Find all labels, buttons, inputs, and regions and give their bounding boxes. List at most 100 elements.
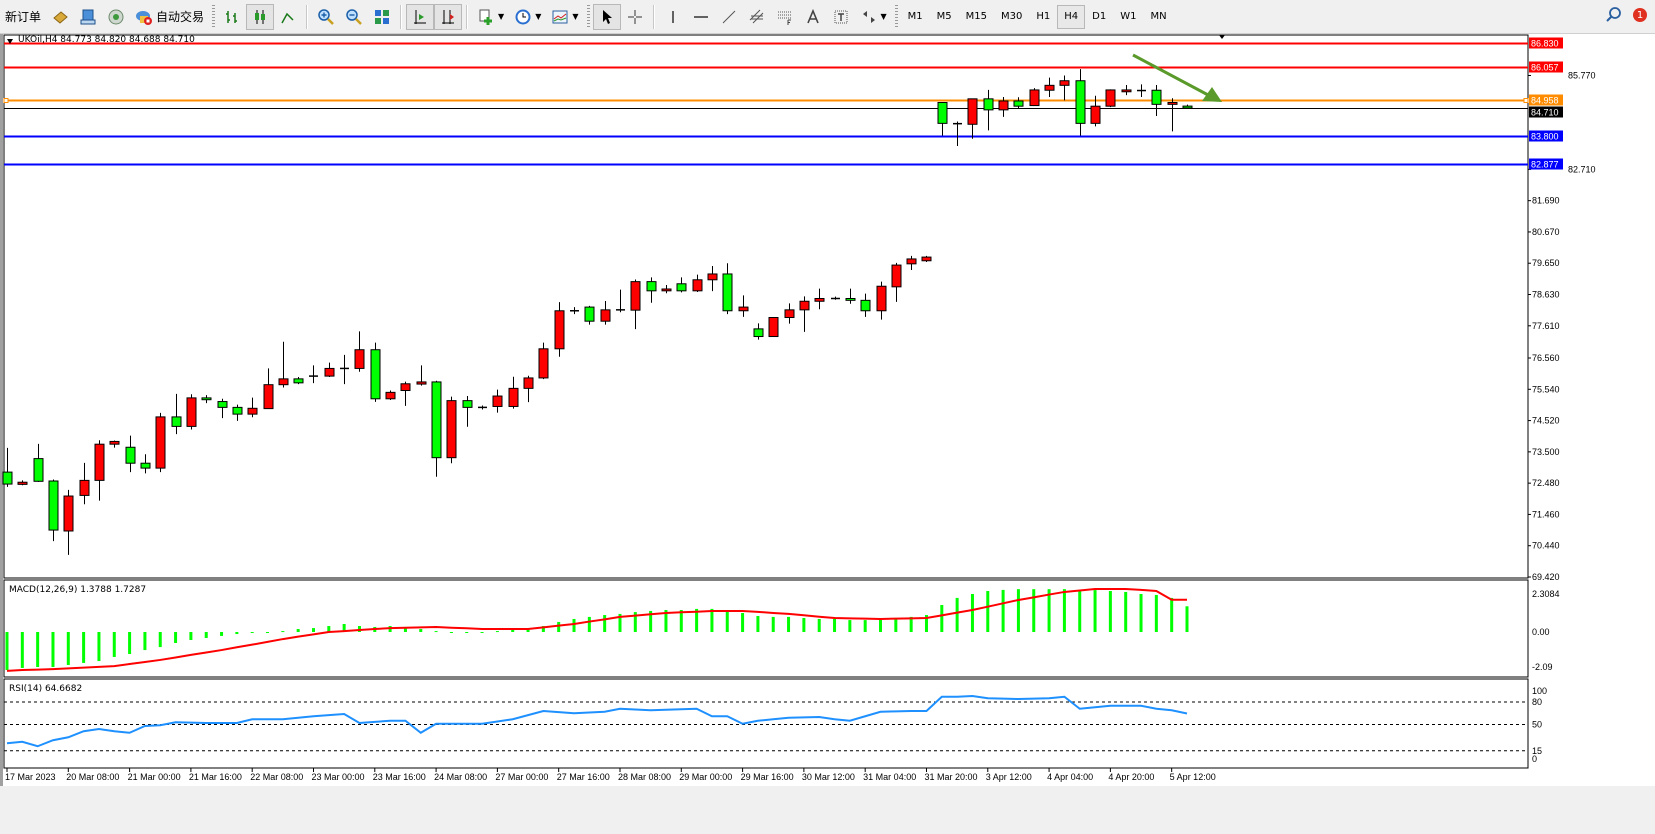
candle-body: [1182, 105, 1193, 109]
rsi-axis-label: 80: [1532, 697, 1542, 707]
macd-bar: [296, 629, 300, 632]
timeframe-h4[interactable]: H4: [1057, 4, 1086, 29]
horizontal-line-button[interactable]: [687, 4, 715, 30]
chevron-down-icon: ▼: [572, 12, 579, 21]
auto-scroll-button[interactable]: [406, 3, 435, 30]
template-icon: [552, 10, 568, 23]
templates-button[interactable]: ▼: [546, 4, 583, 30]
notification-badge[interactable]: 1: [1633, 8, 1647, 22]
macd-bar: [1001, 589, 1005, 632]
timeframe-m15[interactable]: M15: [965, 11, 988, 22]
candle-body: [155, 416, 166, 469]
chart-window[interactable]: 85.770 82.710 81.690 80.670 79.650 78.630 77.6…: [0, 34, 1655, 786]
macd-axis-label: 2.3084: [1532, 589, 1560, 599]
macd-bar: [787, 616, 791, 632]
chart-canvas[interactable]: 85.770 82.710 81.690 80.670 79.650 78.630 77.6…: [0, 34, 1655, 786]
macd-bar: [97, 632, 101, 662]
time-label: 21 Mar 00:00: [128, 772, 181, 782]
trendline-button[interactable]: [715, 4, 743, 30]
candle: [232, 404, 243, 421]
candle: [94, 440, 105, 501]
price-label: 77.610: [1532, 321, 1560, 331]
candle: [1044, 77, 1055, 97]
text-button[interactable]: [799, 4, 827, 30]
vertical-line-button[interactable]: [659, 4, 687, 30]
candle: [722, 263, 733, 315]
candle-body: [646, 281, 657, 292]
auto-trading-button[interactable]: 自动交易: [130, 4, 209, 30]
toolbar-grip[interactable]: [894, 4, 898, 29]
candlestick-chart-button[interactable]: [246, 3, 275, 30]
signals-button[interactable]: [102, 4, 130, 30]
zoom-in-button[interactable]: [312, 4, 340, 30]
candle: [523, 375, 534, 403]
chevron-down-icon: ▼: [535, 12, 542, 21]
macd-bar: [940, 604, 944, 632]
timeframe-mn[interactable]: MN: [1150, 11, 1167, 22]
crosshair-button[interactable]: [621, 4, 649, 30]
macd-axis-label: 0.00: [1532, 627, 1550, 637]
data-window-button[interactable]: [74, 4, 102, 30]
candle: [906, 255, 917, 270]
timeframe-m30[interactable]: M30: [1001, 11, 1023, 22]
new-order-button[interactable]: 新订单: [0, 4, 46, 30]
candle: [831, 296, 840, 300]
candle: [646, 277, 657, 303]
candle-body: [17, 481, 28, 485]
candle-body: [661, 288, 672, 292]
chart-shift-button[interactable]: [434, 3, 463, 30]
toolbar-grip[interactable]: [212, 4, 216, 29]
candle-body: [1121, 89, 1132, 93]
candle: [661, 285, 672, 294]
timeframe-w1[interactable]: W1: [1120, 11, 1137, 22]
time-label: 23 Mar 16:00: [373, 772, 426, 782]
macd-bar: [495, 631, 499, 633]
time-label: 4 Apr 04:00: [1047, 772, 1093, 782]
macd-bar: [174, 632, 178, 643]
time-label: 17 Mar 2023: [5, 772, 56, 782]
candle: [33, 443, 44, 482]
timeframe-m5[interactable]: M5: [936, 11, 952, 22]
candle: [446, 396, 457, 464]
level-tag: [1529, 130, 1563, 142]
line-chart-button[interactable]: [274, 4, 302, 30]
bar-chart-button[interactable]: [218, 4, 246, 30]
chevron-down-icon: ▼: [498, 12, 505, 21]
candle: [707, 265, 718, 292]
candle-body: [385, 391, 396, 400]
rsi-axis-label: 100: [1532, 686, 1547, 696]
text-label-button[interactable]: [827, 4, 855, 30]
candle-body: [370, 349, 381, 400]
market-watch-button[interactable]: [46, 4, 74, 30]
search-icon[interactable]: [1605, 6, 1623, 24]
tile-windows-button[interactable]: [368, 4, 396, 30]
time-label: 22 Mar 08:00: [250, 772, 303, 782]
periods-button[interactable]: ▼: [509, 4, 546, 30]
toolbar-grip[interactable]: [586, 4, 590, 29]
macd-bar: [128, 632, 132, 654]
candle: [431, 380, 442, 477]
arrow-drawing-head-icon: [1202, 87, 1222, 102]
candle: [1137, 84, 1146, 97]
time-label: 28 Mar 08:00: [618, 772, 671, 782]
timeframe-d1[interactable]: D1: [1092, 11, 1107, 22]
macd-bar: [649, 610, 653, 632]
macd-bar: [449, 632, 453, 633]
indicators-button[interactable]: ▼: [472, 4, 509, 30]
macd-bar: [82, 632, 86, 663]
level-tag-label: 83.800: [1531, 132, 1559, 142]
candle: [876, 281, 887, 320]
candle: [554, 302, 565, 357]
timeframe-m1[interactable]: M1: [907, 11, 923, 22]
macd-bar: [1185, 606, 1189, 632]
fibonacci-button[interactable]: [771, 4, 799, 30]
chart-menu-triangle-icon[interactable]: [7, 39, 13, 44]
cursor-button[interactable]: [592, 3, 621, 30]
price-label: 74.520: [1532, 416, 1560, 426]
zoom-out-button[interactable]: [340, 4, 368, 30]
candle: [584, 305, 595, 325]
arrows-button[interactable]: ▼: [855, 4, 892, 30]
time-label: 29 Mar 16:00: [741, 772, 794, 782]
timeframe-h1[interactable]: H1: [1036, 11, 1051, 22]
equidistant-channel-button[interactable]: [743, 4, 771, 30]
